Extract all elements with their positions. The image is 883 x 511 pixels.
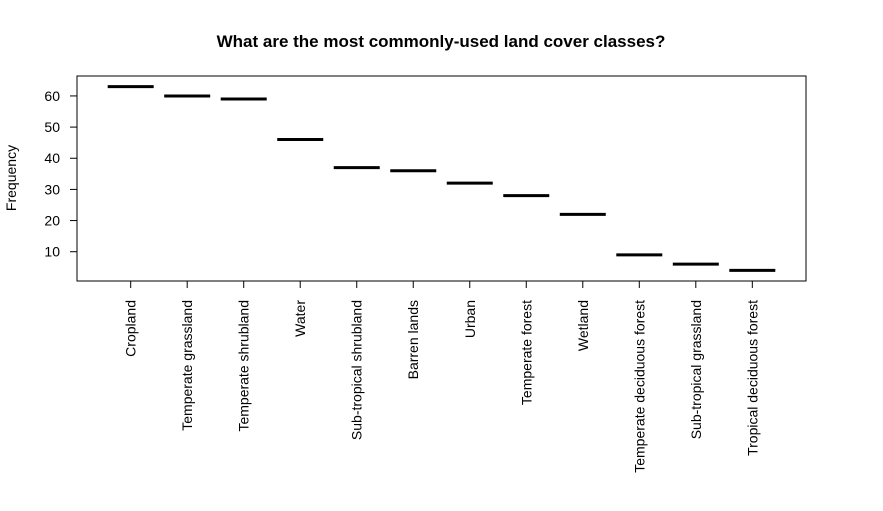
- y-tick-label: 40: [44, 150, 60, 166]
- x-tick-label: Temperate shrubland: [236, 300, 252, 432]
- y-axis-label: Frequency: [3, 145, 19, 211]
- x-tick-label: Temperate grassland: [179, 300, 195, 431]
- x-tick-label: Water: [292, 300, 308, 337]
- x-tick-label: Cropland: [123, 300, 139, 357]
- x-tick-label: Temperate forest: [518, 300, 534, 405]
- x-tick-label: Sub-tropical shrubland: [349, 300, 365, 440]
- y-tick-label: 60: [44, 88, 60, 104]
- y-tick-label: 50: [44, 119, 60, 135]
- x-tick-label: Urban: [462, 300, 478, 338]
- x-tick-label: Sub-tropical grassland: [688, 300, 704, 439]
- x-tick-label: Temperate deciduous forest: [631, 300, 647, 473]
- x-tick-label: Barren lands: [405, 300, 421, 379]
- y-tick-label: 10: [44, 244, 60, 260]
- y-tick-label: 20: [44, 213, 60, 229]
- plot-frame: [76, 75, 807, 282]
- x-tick-label: Tropical deciduous forest: [744, 300, 760, 456]
- y-axis: 10 20 30 40 50 60: [44, 88, 78, 260]
- data-marks: [107, 85, 776, 272]
- chart-title: What are the most commonly-used land cov…: [217, 32, 666, 51]
- x-tick-label: Wetland: [575, 300, 591, 351]
- x-axis: Cropland Temperate grassland Temperate shr…: [123, 280, 760, 473]
- y-tick-label: 30: [44, 181, 60, 197]
